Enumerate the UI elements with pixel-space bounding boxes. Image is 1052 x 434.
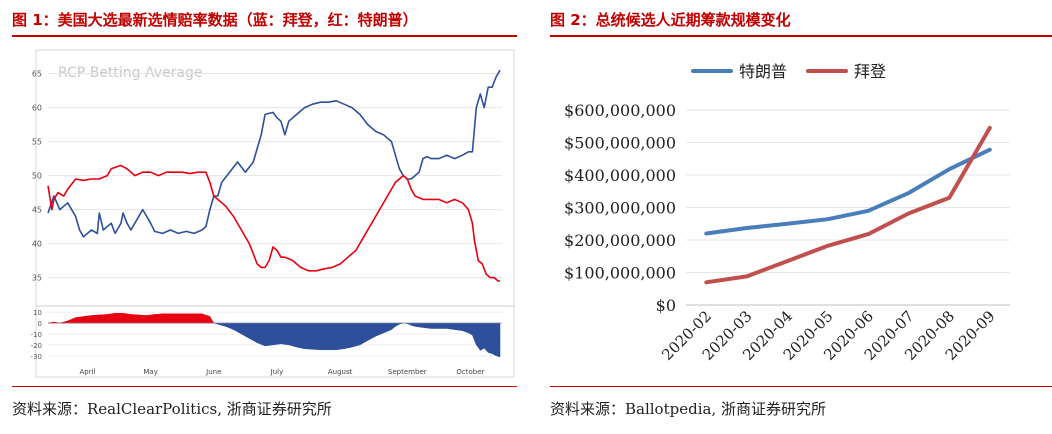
fundraising-chart: 特朗普 拜登 $0 $100,000,000 $200,000,000 $300,000… (564, 62, 1010, 364)
y-tick-label: $600,000,000 (564, 101, 676, 120)
y-tick-label: 10 (33, 309, 42, 317)
x-tick-label: July (270, 368, 284, 376)
y-tick-label: 40 (32, 240, 42, 249)
y-tick-label: $300,000,000 (564, 199, 676, 218)
x-tick-label: October (456, 368, 484, 376)
biden-lead-segment (487, 322, 493, 354)
trump-lead-segment (193, 313, 203, 324)
main-plot-grid (48, 73, 502, 279)
y-tick-label: 35 (32, 274, 42, 283)
biden-lead-segment (280, 322, 290, 346)
biden-lead-segment (351, 322, 361, 348)
chart-frame (35, 49, 515, 378)
trump-lead-segment (138, 314, 147, 324)
main-plot-series (47, 69, 501, 282)
y-tick-label: $0 (656, 296, 676, 315)
trump-lead-segment (130, 314, 140, 324)
x-tick-label: August (328, 368, 353, 376)
y-tick-label: $400,000,000 (564, 166, 676, 185)
trump-lead-segment (83, 315, 92, 324)
biden-lead-segment (335, 322, 345, 351)
biden-lead-segment (491, 322, 497, 357)
y-tick-label: 65 (32, 70, 42, 79)
figure-1-bottom-rule (12, 386, 517, 387)
trump-fundraising-line (704, 147, 992, 236)
figure-1-title: 图 1：美国大选最新选情赔率数据（蓝：拜登，红：特朗普） (12, 11, 418, 29)
trump-lead-segment (146, 314, 155, 324)
biden-lead-segment (264, 322, 274, 347)
y-tick-label: 45 (32, 206, 42, 215)
biden-lead-segment (304, 322, 313, 350)
figure-2-bottom-rule (550, 386, 1052, 387)
figure-2-source: 资料来源：Ballotpedia, 浙商证券研究所 (550, 400, 826, 418)
trump-lead-segment (114, 313, 124, 324)
trump-odds-line (47, 164, 500, 282)
month-axis: April May June July August September October (79, 368, 484, 376)
y-tick-label: 55 (32, 138, 42, 147)
chart-grid (686, 109, 1010, 306)
y-tick-label: $500,000,000 (564, 134, 676, 153)
biden-lead-segment (454, 322, 463, 331)
biden-lead-segment (483, 322, 489, 354)
x-tick-label: September (388, 368, 427, 376)
chart-legend: 特朗普 拜登 (691, 62, 886, 81)
trump-lead-segment (106, 313, 116, 324)
biden-lead-segment (480, 322, 485, 351)
betting-odds-chart: RCP Betting Average 35 40 45 50 55 60 65 10 0 -1… (31, 49, 515, 378)
biden-lead-segment (422, 322, 432, 329)
trump-lead-segment (122, 313, 132, 324)
chart-series (704, 125, 992, 285)
y-tick-label: -10 (31, 331, 42, 339)
y-tick-label: 60 (32, 104, 42, 113)
figure-1: 图 1：美国大选最新选情赔率数据（蓝：拜登，红：特朗普） RCP Betting… (0, 0, 520, 434)
trump-lead-segment (185, 313, 195, 324)
figure-1-source: 资料来源：RealClearPolitics, 浙商证券研究所 (12, 400, 332, 418)
y-tick-label: -20 (31, 342, 42, 350)
y-tick-label: $200,000,000 (564, 231, 676, 250)
biden-lead-segment (296, 322, 305, 350)
y-tick-label: $100,000,000 (564, 264, 676, 283)
chart-watermark: RCP Betting Average (58, 65, 202, 81)
biden-fundraising-line (704, 125, 992, 285)
spread-plot-area (47, 313, 502, 358)
biden-lead-segment (328, 322, 337, 351)
y-tick-label: -30 (31, 353, 42, 361)
y-tick-label: 50 (32, 172, 42, 181)
x-axis: 2020-022020-032020-042020-052020-062020-… (658, 307, 998, 364)
biden-lead-segment (438, 322, 447, 329)
biden-lead-segment (468, 322, 473, 336)
spread-plot-y-axis: 10 0 -10 -20 -30 (31, 309, 42, 361)
biden-lead-segment (320, 322, 329, 351)
legend-label: 拜登 (854, 62, 886, 81)
trump-lead-segment (170, 313, 179, 324)
figure-2-title: 图 2：总统候选人近期筹款规模变化 (550, 11, 791, 29)
biden-lead-segment (272, 322, 282, 346)
biden-lead-segment (446, 322, 455, 330)
biden-lead-segment (288, 322, 297, 348)
biden-lead-segment (312, 322, 321, 351)
legend-label: 特朗普 (739, 62, 787, 81)
biden-lead-segment (256, 322, 266, 347)
y-tick-label: 0 (38, 320, 42, 328)
trump-lead-segment (154, 313, 163, 324)
biden-lead-segment (343, 322, 353, 350)
main-plot-y-axis: 35 40 45 50 55 60 65 (32, 70, 42, 283)
trump-lead-segment (99, 314, 108, 324)
biden-odds-line (47, 69, 501, 238)
x-tick-label: May (143, 368, 157, 376)
biden-lead-segment (430, 322, 440, 329)
figure-2: 图 2：总统候选人近期筹款规模变化 特朗普 拜登 $0 $100,000,000 $2… (538, 0, 1052, 434)
trump-lead-segment (75, 316, 84, 324)
trump-lead-segment (91, 314, 100, 324)
figure-2-top-rule (550, 35, 1052, 37)
y-axis: $0 $100,000,000 $200,000,000 $300,000,000 $4… (564, 101, 676, 315)
figure-1-top-rule (12, 35, 517, 37)
biden-lead-segment (495, 322, 501, 358)
x-tick-label: April (79, 368, 95, 376)
x-tick-label: June (205, 368, 221, 376)
trump-lead-segment (162, 313, 171, 324)
trump-lead-segment (178, 313, 187, 324)
